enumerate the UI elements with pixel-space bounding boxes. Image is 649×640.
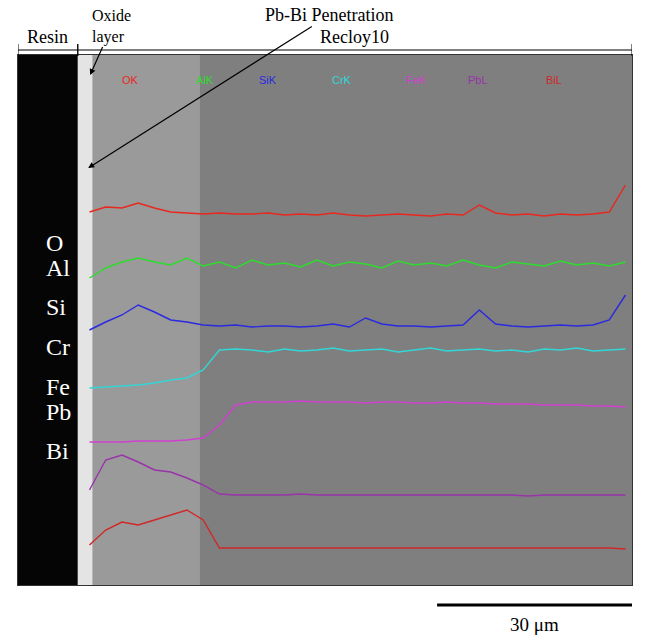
svg-text:Recloy10: Recloy10	[320, 27, 389, 47]
svg-text:OK: OK	[122, 74, 139, 86]
svg-text:Si: Si	[46, 294, 66, 320]
svg-text:30 μm: 30 μm	[510, 614, 559, 635]
svg-text:BiL: BiL	[546, 74, 562, 86]
svg-text:PbL: PbL	[468, 74, 488, 86]
svg-text:Oxidelayer: Oxidelayer	[92, 7, 131, 46]
svg-text:O: O	[46, 230, 63, 256]
svg-text:Pb-Bi Penetration: Pb-Bi Penetration	[265, 5, 394, 25]
svg-text:FeK: FeK	[406, 74, 427, 86]
svg-text:Bi: Bi	[46, 438, 69, 464]
svg-text:AlK: AlK	[196, 74, 214, 86]
svg-text:Fe: Fe	[46, 374, 70, 400]
svg-text:Al: Al	[46, 255, 70, 281]
svg-text:Cr: Cr	[46, 334, 70, 360]
svg-text:Pb: Pb	[46, 399, 71, 425]
svg-text:Resin: Resin	[27, 27, 68, 47]
svg-text:CrK: CrK	[332, 74, 352, 86]
svg-text:SiK: SiK	[259, 74, 277, 86]
